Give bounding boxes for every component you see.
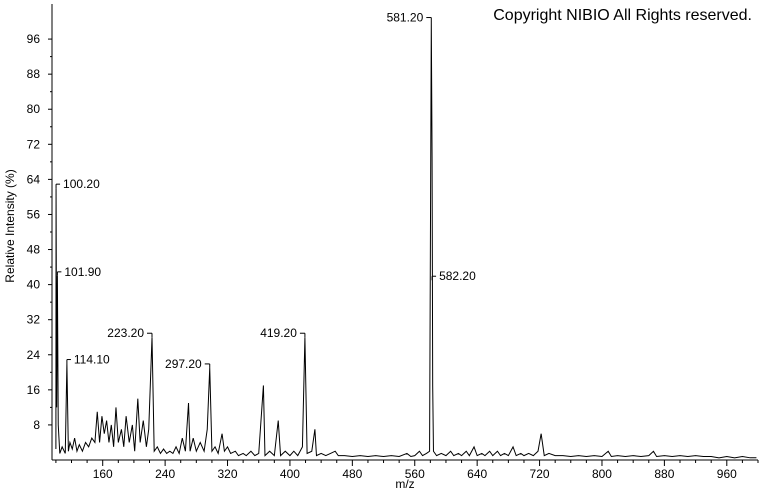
peak-label: 581.20 <box>387 11 432 25</box>
peak-label: 223.20 <box>107 326 153 340</box>
peak-label-text: 101.90 <box>64 265 101 279</box>
x-tick-label: 160 <box>93 467 113 481</box>
x-tick-label: 320 <box>218 467 238 481</box>
x-tick-label: 480 <box>342 467 362 481</box>
x-tick-label: 400 <box>280 467 300 481</box>
y-tick-label: 72 <box>27 137 41 151</box>
peak-label-text: 100.20 <box>63 177 100 191</box>
peak-label: 297.20 <box>165 357 211 371</box>
peak-label: 100.20 <box>55 177 100 191</box>
peak-label-text: 223.20 <box>107 326 144 340</box>
y-tick-label: 56 <box>27 207 41 221</box>
y-tick-label: 48 <box>27 243 41 257</box>
peak-label: 101.90 <box>56 265 101 279</box>
x-tick-label: 880 <box>654 467 674 481</box>
y-tick-label: 96 <box>27 32 41 46</box>
y-tick-label: 8 <box>33 418 40 432</box>
y-tick-label: 16 <box>27 383 41 397</box>
peak-label: 114.10 <box>66 353 110 367</box>
y-tick-label: 24 <box>27 348 41 362</box>
x-tick-label: 720 <box>530 467 550 481</box>
peak-label-text: 581.20 <box>387 11 424 25</box>
copyright-notice: Copyright NIBIO All Rights reserved. <box>493 7 752 24</box>
x-tick-label: 960 <box>717 467 737 481</box>
x-tick-label: 800 <box>592 467 612 481</box>
peak-label: 582.20 <box>431 269 476 283</box>
y-tick-label: 40 <box>27 278 41 292</box>
x-tick-label: 640 <box>467 467 487 481</box>
peak-label-text: 297.20 <box>165 357 202 371</box>
peak-labels: 100.20 101.90 114.10 223.20 297.20 419.20 581.… <box>55 11 476 371</box>
x-axis-title: m/z <box>395 477 414 491</box>
peak-label-text: 582.20 <box>439 269 476 283</box>
y-axis-ticks: 8 16 24 32 40 48 56 64 72 80 88 96 <box>27 32 52 432</box>
y-tick-label: 88 <box>27 67 41 81</box>
peak-label: 419.20 <box>260 326 306 340</box>
x-tick-label: 560 <box>405 467 425 481</box>
y-tick-label: 80 <box>27 102 41 116</box>
y-tick-label: 64 <box>27 172 41 186</box>
peak-label-text: 419.20 <box>260 326 297 340</box>
spectrum-line <box>55 21 757 459</box>
x-axis-ticks: 160 240 320 400 480 560 640 720 800 880 960 <box>55 460 759 481</box>
y-axis-title: Relative Intensity (%) <box>3 169 17 282</box>
x-tick-label: 240 <box>155 467 175 481</box>
peak-label-text: 114.10 <box>74 353 110 367</box>
y-tick-label: 32 <box>27 313 41 327</box>
